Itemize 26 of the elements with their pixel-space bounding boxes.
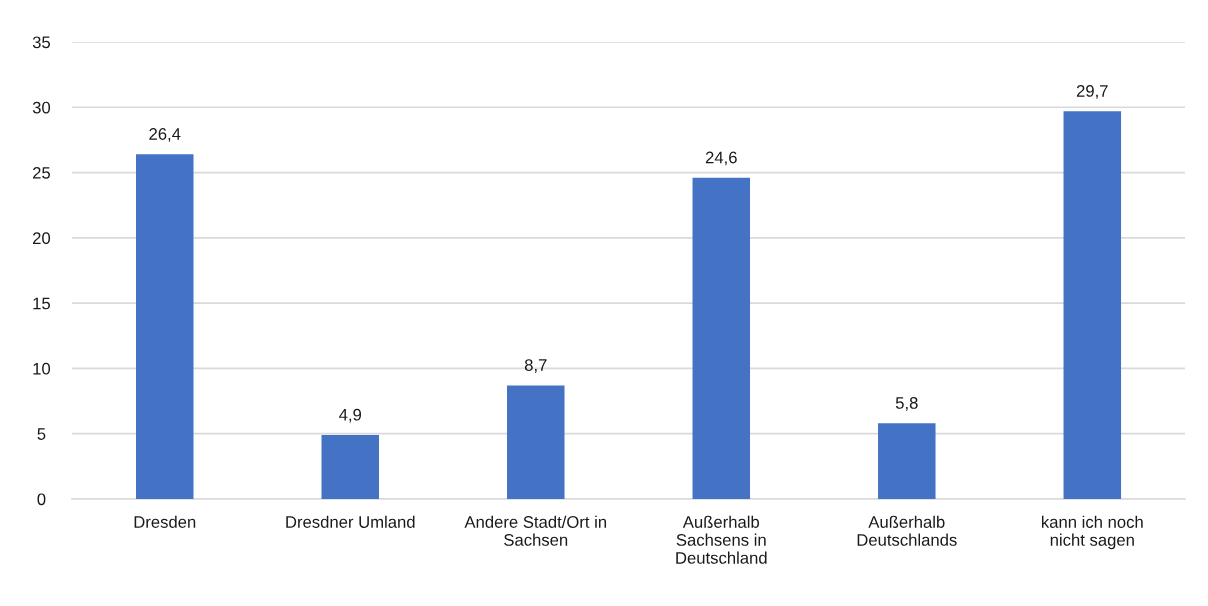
bar bbox=[692, 177, 751, 499]
data-label: 29,7 bbox=[1076, 84, 1108, 99]
y-tick-label: 25 bbox=[33, 166, 51, 179]
x-tick-label: Andere Stadt/Ort in Sachsen bbox=[464, 515, 607, 546]
x-tick-label: Außerhalb Sachsens in Deutschland bbox=[676, 515, 767, 564]
data-label: 4,9 bbox=[339, 408, 362, 423]
bar bbox=[321, 435, 380, 499]
y-tick-label: 30 bbox=[32, 101, 51, 114]
x-tick-label: Außerhalb Deutschlands bbox=[857, 515, 957, 546]
y-tick-label: 5 bbox=[37, 428, 46, 440]
bar bbox=[878, 423, 936, 499]
data-label: 8,7 bbox=[524, 359, 547, 373]
x-tick-label: Dresden bbox=[134, 515, 196, 528]
y-tick-label: 0 bbox=[37, 493, 46, 506]
bar bbox=[507, 385, 565, 499]
y-tick-label: 35 bbox=[32, 36, 51, 49]
y-tick-label: 15 bbox=[33, 297, 51, 310]
y-tick-label: 10 bbox=[33, 362, 51, 375]
bar bbox=[136, 154, 194, 499]
bar bbox=[1063, 111, 1122, 499]
x-tick-label: kann ich noch nicht sagen bbox=[1042, 515, 1143, 550]
y-tick-label: 20 bbox=[33, 232, 51, 245]
data-label: 24,6 bbox=[705, 151, 737, 166]
data-label: 26,4 bbox=[149, 128, 181, 142]
x-tick-label: Dresdner Umland bbox=[286, 515, 415, 528]
data-label: 5,8 bbox=[895, 397, 918, 411]
